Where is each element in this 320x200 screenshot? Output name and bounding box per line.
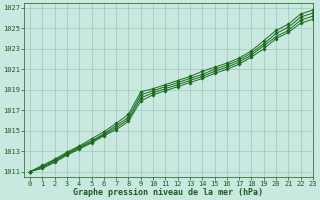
- X-axis label: Graphe pression niveau de la mer (hPa): Graphe pression niveau de la mer (hPa): [74, 188, 263, 197]
